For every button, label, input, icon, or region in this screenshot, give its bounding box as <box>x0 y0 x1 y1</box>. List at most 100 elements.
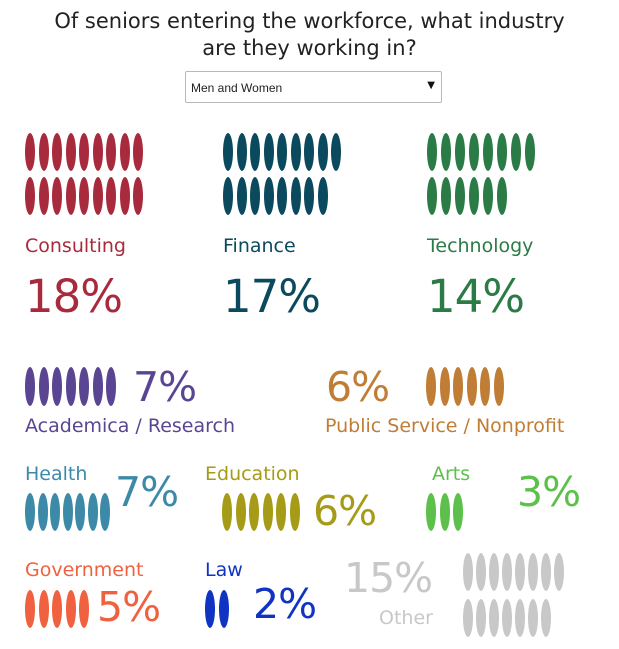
person-icon <box>427 177 437 215</box>
chart-title-line-1: Of seniors entering the workforce, what … <box>54 9 565 33</box>
government-label: Government <box>25 559 144 581</box>
person-icon <box>250 177 260 215</box>
person-icon <box>289 493 300 531</box>
health-percent: 7% <box>115 468 179 516</box>
person-icon <box>554 553 564 591</box>
person-icon <box>426 367 436 406</box>
health-label: Health <box>25 463 88 485</box>
person-icon <box>87 493 98 531</box>
person-icon <box>106 367 116 406</box>
person-icon <box>119 133 130 171</box>
person-icon <box>483 133 493 171</box>
person-icon <box>466 367 477 406</box>
technology-icons <box>427 133 535 215</box>
person-icon <box>541 553 551 591</box>
person-icon <box>62 493 73 531</box>
arts-percent: 3% <box>517 468 581 516</box>
person-icon <box>263 177 274 215</box>
person-icon <box>453 493 463 531</box>
person-icon <box>439 493 450 531</box>
person-icon <box>25 590 35 628</box>
person-icon <box>38 177 49 215</box>
consulting-label: Consulting <box>25 235 126 257</box>
public-service-nonprofit-icons <box>426 367 504 406</box>
person-icon <box>476 553 486 591</box>
person-icon <box>52 367 62 406</box>
person-icon <box>277 133 287 171</box>
person-icon <box>497 177 507 215</box>
person-icon <box>79 367 89 406</box>
person-icon <box>525 133 535 171</box>
public-service-nonprofit-label: Public Service / Nonprofit <box>325 415 565 437</box>
law-icons <box>205 590 229 628</box>
person-icon <box>263 133 274 171</box>
person-icon <box>119 177 130 215</box>
person-icon <box>79 133 89 171</box>
person-icon <box>304 177 314 215</box>
person-icon <box>290 177 301 215</box>
person-icon <box>317 133 328 171</box>
person-icon <box>79 590 89 628</box>
person-icon <box>483 177 493 215</box>
person-icon <box>426 493 436 531</box>
person-icon <box>92 133 103 171</box>
person-icon <box>106 133 116 171</box>
person-icon <box>515 599 525 637</box>
person-icon <box>222 493 232 531</box>
person-icon <box>235 493 246 531</box>
person-icon <box>528 553 538 591</box>
person-icon <box>476 599 486 637</box>
arts-icons <box>426 493 463 531</box>
person-icon <box>463 553 473 591</box>
person-icon <box>52 133 62 171</box>
government-percent: 5% <box>97 583 161 631</box>
public-service-nonprofit-percent: 6% <box>326 363 390 411</box>
other-label: Other <box>379 607 433 629</box>
person-icon <box>497 133 507 171</box>
person-icon <box>441 177 451 215</box>
person-icon <box>38 590 49 628</box>
technology-percent: 14% <box>427 270 525 323</box>
person-icon <box>290 133 301 171</box>
person-icon <box>502 553 512 591</box>
person-icon <box>469 133 479 171</box>
person-icon <box>441 133 451 171</box>
person-icon <box>65 367 76 406</box>
person-icon <box>37 493 48 531</box>
other-percent: 15% <box>344 554 433 602</box>
person-icon <box>223 177 233 215</box>
person-icon <box>469 177 479 215</box>
academica-research-percent: 7% <box>133 363 197 411</box>
person-icon <box>493 367 504 406</box>
person-icon <box>75 493 85 531</box>
government-icons <box>25 590 89 628</box>
person-icon <box>92 367 103 406</box>
person-icon <box>236 133 247 171</box>
person-icon <box>25 493 35 531</box>
other-icons <box>463 553 564 637</box>
person-icon <box>25 177 35 215</box>
finance-percent: 17% <box>223 270 321 323</box>
person-icon <box>65 177 76 215</box>
education-icons <box>222 493 300 531</box>
gender-filter-select[interactable]: Men and Women ▼ <box>185 71 442 103</box>
person-icon <box>528 599 538 637</box>
technology-label: Technology <box>427 235 534 257</box>
person-icon <box>439 367 450 406</box>
law-percent: 2% <box>253 580 317 628</box>
person-icon <box>219 590 229 628</box>
person-icon <box>236 177 247 215</box>
person-icon <box>541 599 551 637</box>
person-icon <box>25 367 35 406</box>
triangle-down-icon: ▼ <box>427 80 435 91</box>
education-percent: 6% <box>313 487 377 535</box>
person-icon <box>463 599 473 637</box>
gender-filter-value: Men and Women <box>191 81 283 95</box>
health-icons <box>25 493 110 531</box>
person-icon <box>25 133 35 171</box>
finance-icons <box>223 133 341 215</box>
person-icon <box>38 367 49 406</box>
finance-label: Finance <box>223 235 296 257</box>
person-icon <box>276 493 286 531</box>
person-icon <box>262 493 273 531</box>
